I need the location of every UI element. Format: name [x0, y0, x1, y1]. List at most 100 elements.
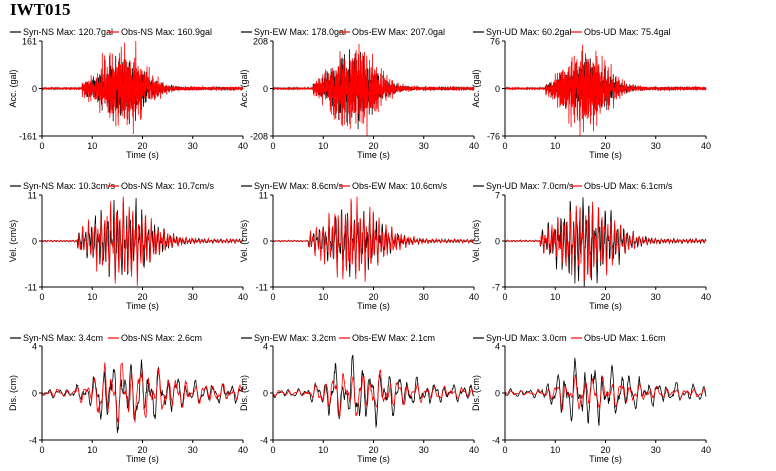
panel-dis-ew-xlabel: Time (s): [357, 454, 390, 464]
panel-acc-ew-xtick-label: 10: [318, 141, 328, 151]
panel-vel-ud-xtick-label: 30: [651, 292, 661, 302]
panel-dis-ns-ytick-label: 4: [32, 342, 37, 352]
panel-acc-ud-xtick-label: 40: [701, 141, 711, 151]
panel-dis-ud-obs-legend-label: Obs-UD Max: 1.6cm: [584, 333, 666, 343]
panel-acc-ud-ytick-label: 0: [495, 84, 500, 94]
panel-dis-ns-xlabel: Time (s): [126, 454, 159, 464]
panel-acc-ud-xtick-label: 20: [600, 141, 610, 151]
panel-acc-ud-syn-legend-label: Syn-UD Max: 60.2gal: [486, 27, 572, 37]
panel-dis-ns-ytick-label: 0: [32, 389, 37, 399]
panel-acc-ns-ylabel: Acc. (gal): [8, 69, 18, 107]
panel-dis-ns-syn-legend-label: Syn-NS Max: 3.4cm: [23, 333, 103, 343]
panel-dis-ud-xtick-label: 30: [651, 445, 661, 455]
panel-dis-ew-ytick-label: 4: [263, 342, 268, 352]
panel-vel-ns-xtick-label: 0: [39, 292, 44, 302]
panel-acc-ud-obs-legend-label: Obs-UD Max: 75.4gal: [584, 27, 671, 37]
panel-dis-ns-xtick-label: 20: [137, 445, 147, 455]
panel-acc-ud-xtick-label: 0: [502, 141, 507, 151]
panel-vel-ew-ytick-label: 0: [263, 237, 268, 247]
panel-vel-ud-obs-legend-label: Obs-UD Max: 6.1cm/s: [584, 181, 673, 191]
panel-vel-ud-ylabel: Vel. (cm/s): [471, 220, 481, 263]
panel-dis-ud-xtick-label: 20: [600, 445, 610, 455]
panel-acc-ud-xlabel: Time (s): [589, 150, 622, 160]
panel-vel-ns-ylabel: Vel. (cm/s): [8, 220, 18, 263]
panel-vel-ew-xtick-label: 0: [270, 292, 275, 302]
panel-vel-ew-ytick-label: 11: [259, 191, 268, 201]
panel-acc-ns-xlabel: Time (s): [126, 150, 159, 160]
panel-vel-ns-ytick-label: 11: [28, 191, 37, 201]
panel-vel-ud-xtick-label: 40: [701, 292, 711, 302]
panel-acc-ew-ytick-label: 208: [253, 37, 268, 47]
panel-vel-ns-obs-trace: [41, 196, 244, 286]
panel-acc-ud-xtick-label: 10: [550, 141, 560, 151]
panel-dis-ew-ylabel: Dis. (cm): [239, 375, 249, 411]
panel-dis-ew-xtick-label: 0: [270, 445, 275, 455]
panel-vel-ud-ytick-label: 7: [495, 191, 500, 201]
panel-dis-ew-syn-trace: [272, 354, 475, 428]
panel-vel-ew-xtick-label: 20: [368, 292, 378, 302]
panel-acc-ew-ylabel: Acc. (gal): [239, 69, 249, 107]
panel-acc-ns-obs-legend-label: Obs-NS Max: 160.9gal: [121, 27, 212, 37]
panel-acc-ns-ytick-label: 161: [22, 37, 37, 47]
panel-vel-ns-syn-legend-label: Syn-NS Max: 10.3cm/s: [23, 181, 116, 191]
panel-dis-ew-xtick-label: 10: [318, 445, 328, 455]
panel-acc-ew-syn-legend-label: Syn-EW Max: 178.0gal: [254, 27, 346, 37]
panel-acc-ns-obs-trace: [41, 40, 244, 135]
panel-dis-ew-ytick-label: -4: [260, 436, 268, 446]
panel-vel-ud-obs-trace: [504, 201, 707, 282]
panel-dis-ud-obs-trace: [505, 374, 707, 412]
panel-vel-ud-xtick-label: 10: [550, 292, 560, 302]
panel-vel-ns-ytick-label: 0: [32, 237, 37, 247]
panel-vel-ns-obs-legend-label: Obs-NS Max: 10.7cm/s: [121, 181, 215, 191]
panel-acc-ns-xtick-label: 10: [87, 141, 97, 151]
panel-dis-ns-xtick-label: 10: [87, 445, 97, 455]
panel-vel-ud-xtick-label: 20: [600, 292, 610, 302]
panel-dis-ew-xtick-label: 30: [419, 445, 429, 455]
panel-acc-ns-ytick-label: -161: [19, 132, 37, 142]
panel-acc-ew-xtick-label: 30: [419, 141, 429, 151]
panel-vel-ns-ytick-label: -11: [25, 283, 37, 293]
panel-acc-ew-xlabel: Time (s): [357, 150, 390, 160]
panel-acc-ew-ytick-label: -208: [250, 132, 268, 142]
panel-vel-ns-xtick-label: 40: [238, 292, 248, 302]
panel-dis-ud-ylabel: Dis. (cm): [471, 375, 481, 411]
panel-dis-ns-xtick-label: 30: [188, 445, 198, 455]
panel-dis-ud-ytick-label: 4: [495, 342, 500, 352]
panel-acc-ew-obs-trace: [272, 43, 475, 136]
panel-acc-ew-ytick-label: 0: [263, 84, 268, 94]
panel-dis-ew-obs-trace: [272, 369, 475, 418]
panel-vel-ud-xtick-label: 0: [502, 292, 507, 302]
panel-vel-ud-xlabel: Time (s): [589, 301, 622, 311]
panel-dis-ud-xtick-label: 10: [550, 445, 560, 455]
panel-dis-ns-xtick-label: 0: [39, 445, 44, 455]
panel-dis-ns-obs-trace: [41, 362, 244, 423]
panel-dis-ud-xtick-label: 40: [701, 445, 711, 455]
panel-dis-ns-obs-legend-label: Obs-NS Max: 2.6cm: [121, 333, 202, 343]
panel-acc-ew-xtick-label: 20: [368, 141, 378, 151]
panel-acc-ns-xtick-label: 30: [188, 141, 198, 151]
panel-vel-ud-ytick-label: 0: [495, 237, 500, 247]
panel-dis-ew-ytick-label: 0: [263, 389, 268, 399]
figure-title: IWT015: [10, 0, 71, 19]
panel-acc-ud-obs-trace: [504, 44, 707, 136]
panel-acc-ns-syn-legend-label: Syn-NS Max: 120.7gal: [23, 27, 113, 37]
panel-acc-ns-ytick-label: 0: [32, 84, 37, 94]
panel-vel-ew-xtick-label: 10: [318, 292, 328, 302]
panel-dis-ud-syn-legend-label: Syn-UD Max: 3.0cm: [486, 333, 567, 343]
panel-acc-ew-xtick-label: 0: [270, 141, 275, 151]
panel-vel-ew-xtick-label: 40: [469, 292, 479, 302]
panel-acc-ud-ytick-label: 76: [490, 37, 500, 47]
panel-vel-ud-ytick-label: -7: [492, 283, 500, 293]
panel-dis-ns-ytick-label: -4: [29, 436, 37, 446]
panel-vel-ew-ylabel: Vel. (cm/s): [239, 220, 249, 263]
panel-dis-ew-syn-legend-label: Syn-EW Max: 3.2cm: [254, 333, 336, 343]
panel-vel-ew-syn-legend-label: Syn-EW Max: 8.6cm/s: [254, 181, 344, 191]
panel-vel-ew-xtick-label: 30: [419, 292, 429, 302]
panel-acc-ew-xtick-label: 40: [469, 141, 479, 151]
panel-dis-ew-xtick-label: 20: [368, 445, 378, 455]
panel-vel-ns-xtick-label: 20: [137, 292, 147, 302]
panel-acc-ud-ytick-label: -76: [487, 132, 500, 142]
panel-acc-ew-obs-legend-label: Obs-EW Max: 207.0gal: [352, 27, 445, 37]
panel-dis-ns-syn-trace: [41, 359, 244, 433]
